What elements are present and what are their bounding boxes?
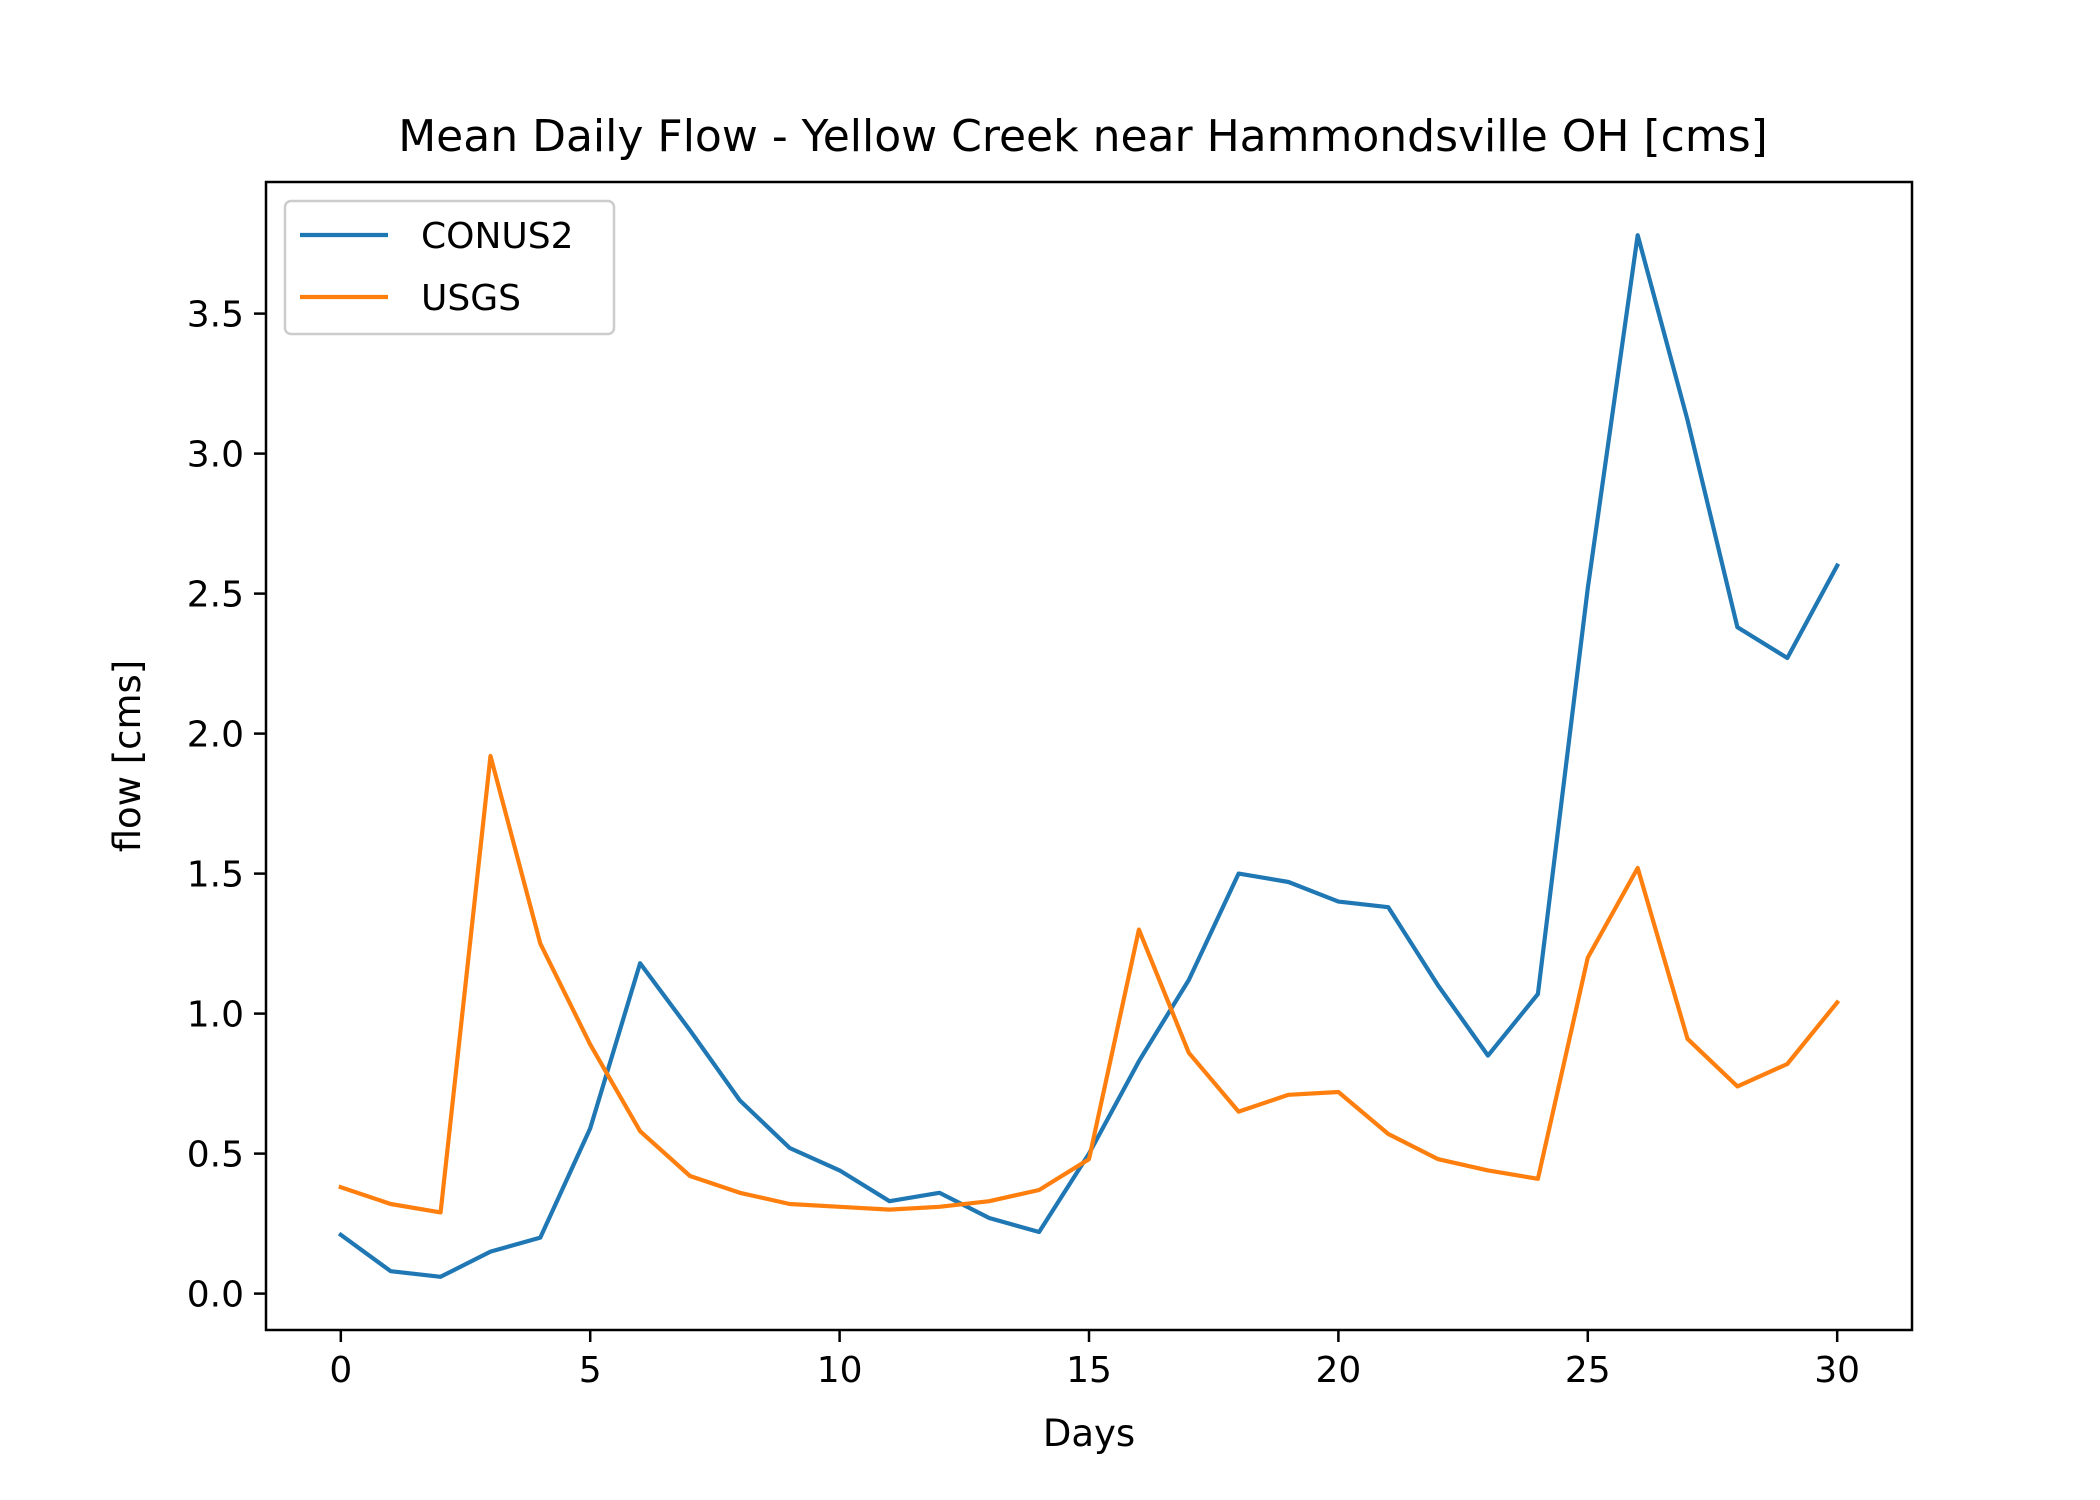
y-tick-label: 2.0 xyxy=(187,715,244,756)
x-tick-label: 5 xyxy=(579,1350,602,1391)
y-tick-label: 2.5 xyxy=(187,575,244,616)
x-tick-label: 0 xyxy=(329,1350,352,1391)
series-line-usgs xyxy=(338,753,1841,1215)
y-tick-label: 3.0 xyxy=(187,435,244,476)
x-tick-label: 30 xyxy=(1814,1350,1860,1391)
axis-ticks: 0 5 10 15 20 25 30 0.0 0.5 1.0 1.5 2.0 2.5 3.0 3.5 xyxy=(187,295,1860,1391)
x-axis-label: Days xyxy=(1043,1412,1135,1455)
y-tick-label: 3.5 xyxy=(187,295,244,336)
y-tick-label: 0.5 xyxy=(187,1135,244,1176)
x-tick-label: 20 xyxy=(1315,1350,1361,1391)
x-tick-label: 10 xyxy=(817,1350,863,1391)
legend-label-usgs: USGS xyxy=(421,278,521,319)
chart-title: Mean Daily Flow - Yellow Creek near Hamm… xyxy=(398,111,1768,162)
y-tick-label: 1.5 xyxy=(187,855,244,896)
x-tick-label: 15 xyxy=(1066,1350,1112,1391)
y-tick-label: 1.0 xyxy=(187,995,244,1036)
legend-label-conus2: CONUS2 xyxy=(421,216,574,257)
plot-area xyxy=(337,233,1841,1279)
x-tick-label: 25 xyxy=(1565,1350,1611,1391)
legend: CONUS2 USGS xyxy=(283,199,616,336)
y-tick-label: 0.0 xyxy=(187,1275,244,1316)
y-axis-label: flow [cms] xyxy=(106,660,149,853)
